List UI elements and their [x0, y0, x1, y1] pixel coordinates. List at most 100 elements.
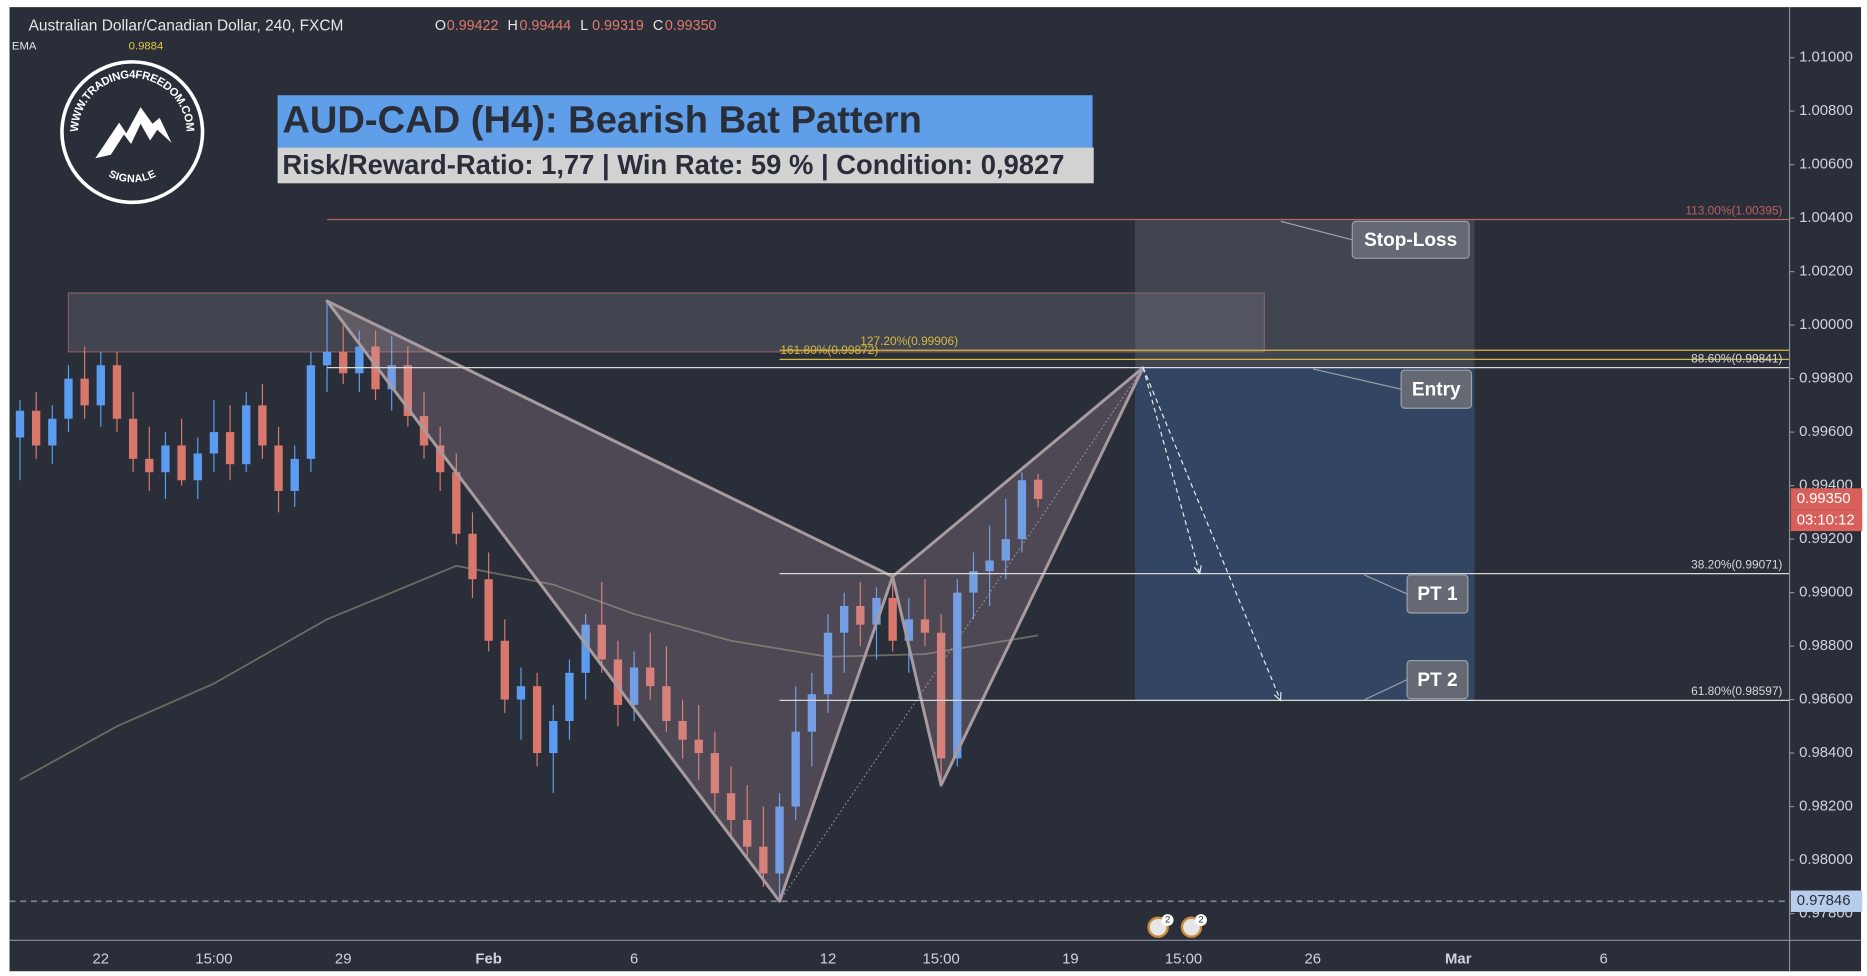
candle-body: [64, 378, 73, 419]
level-label: 113.00%(1.00395): [1685, 203, 1782, 217]
x-tick-label: 22: [93, 951, 110, 967]
x-tick-label: 6: [1600, 951, 1608, 967]
arrow-head: [1193, 565, 1202, 575]
ohlc-key: H: [508, 18, 518, 34]
ohlc-key: O: [435, 18, 446, 34]
arrow-line: [1142, 367, 1201, 574]
candle-body: [1017, 480, 1027, 540]
annotation-box: [1351, 220, 1470, 259]
candle-body: [500, 640, 509, 700]
y-tick-label: 1.00200: [1799, 264, 1853, 280]
annotation-pointer: [1363, 574, 1408, 595]
candle-body: [1001, 539, 1010, 561]
candle-body: [468, 533, 477, 580]
subtitle-box: [277, 147, 1094, 184]
y-tick-label: 0.98200: [1799, 799, 1853, 815]
candle-body: [807, 694, 817, 732]
candle-body: [840, 605, 849, 633]
x-tick-label: Feb: [475, 951, 501, 967]
x-tick-label: 26: [1305, 951, 1322, 967]
y-tick-label: 0.99200: [1799, 531, 1853, 547]
ohlc-value: 0.99319: [592, 18, 644, 34]
candle-body: [532, 686, 542, 754]
x-tick-label: 29: [335, 951, 352, 967]
candle-body: [209, 432, 219, 454]
annotation-box: [1406, 574, 1469, 614]
candle-body: [710, 753, 720, 794]
candle-body: [484, 579, 493, 641]
ohlc-value: 0.99350: [665, 18, 717, 34]
candle-body: [161, 445, 170, 473]
candle-body: [678, 720, 687, 740]
candle-body: [322, 351, 332, 366]
candle-body: [549, 720, 558, 754]
level-label: 88.60%(0.99841): [1691, 351, 1782, 365]
candle-body: [726, 793, 736, 820]
y-tick-label: 1.00600: [1799, 157, 1853, 173]
candle-body: [823, 632, 833, 695]
candle-body: [1033, 479, 1043, 499]
level-label: 38.20%(0.99071): [1691, 557, 1782, 571]
countdown-tag: [1790, 509, 1863, 532]
chart-subtitle: Risk/Reward-Ratio: 1,77 | Win Rate: 59 %…: [282, 149, 1064, 180]
logo-mountains: [95, 107, 172, 159]
level-label: 61.80%(0.98597): [1691, 684, 1782, 698]
event-count: 2: [1165, 915, 1170, 926]
x-tick-label: 15:00: [195, 951, 232, 967]
level-label: 127.20%(0.99906): [860, 334, 958, 348]
candle-body: [15, 410, 25, 438]
candle-body: [662, 686, 671, 721]
candle-body: [516, 686, 526, 700]
x-tick-label: 15:00: [923, 951, 960, 967]
annotation-text: PT 1: [1417, 584, 1458, 605]
annotation-text: Stop-Loss: [1364, 230, 1457, 251]
y-tick-label: 0.99800: [1799, 371, 1853, 387]
candle-body: [936, 632, 946, 759]
y-tick-label: 1.01000: [1799, 50, 1853, 66]
y-tick-label: 0.98000: [1799, 852, 1853, 868]
candle-body: [128, 418, 138, 459]
candle-body: [775, 806, 784, 874]
event-badge: [1161, 914, 1174, 927]
annotation-text: Entry: [1412, 379, 1461, 400]
x-tick-label: 15:00: [1165, 951, 1202, 967]
candle-body: [856, 605, 865, 625]
chart-title: AUD-CAD (H4): Bearish Bat Pattern: [282, 100, 922, 142]
candle-body: [920, 619, 930, 633]
price-tag-label: 0.99350: [1797, 491, 1851, 507]
plot: 113.00%(1.00395)161.80%(0.99872)127.20%(…: [9, 7, 1863, 972]
candle-body: [355, 346, 364, 374]
candle-body: [48, 418, 57, 446]
candle-body: [953, 592, 962, 759]
annotation-text: PT 2: [1417, 670, 1457, 691]
candle-body: [985, 560, 994, 572]
x-tick-label: 6: [630, 951, 638, 967]
logo-text: SIGNALE: [107, 168, 158, 185]
ohlc-key: C: [653, 18, 663, 34]
ohlc-value: 0.99444: [519, 18, 571, 34]
ohlc-value: 0.99422: [447, 18, 499, 34]
candle-body: [225, 432, 235, 465]
candle-body: [80, 378, 89, 406]
low-tag: [1790, 890, 1863, 912]
candle-body: [290, 458, 299, 491]
candle-body: [435, 445, 445, 473]
x-tick-label: 19: [1062, 951, 1079, 967]
candle-body: [694, 739, 703, 754]
candle-body: [242, 405, 251, 465]
logo-ring: [60, 60, 205, 205]
candle-body: [904, 619, 913, 641]
candle-body: [274, 445, 283, 491]
candle-body: [629, 667, 639, 705]
candle-body: [339, 351, 348, 374]
candle-body: [743, 819, 752, 847]
y-tick-label: 0.98400: [1799, 745, 1853, 761]
pattern-diagonal: [779, 367, 1144, 902]
candle-body: [387, 365, 396, 390]
pattern-triangle: [891, 366, 1145, 787]
candle-body: [759, 846, 768, 874]
annotation-pointer: [1363, 679, 1408, 701]
annotation-pointer: [1280, 220, 1353, 241]
annotation-box: [1406, 659, 1469, 700]
